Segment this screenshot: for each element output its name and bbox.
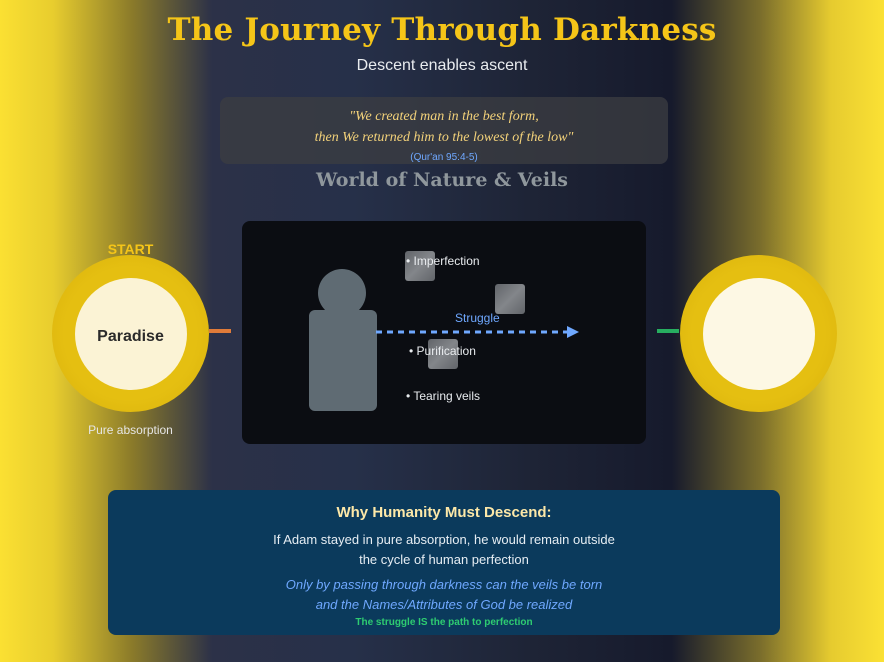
quote-box: "We created man in the best form, then W…	[220, 97, 668, 164]
why-footer: The struggle IS the path to perfection	[355, 617, 533, 628]
page-subtitle: Descent enables ascent	[356, 57, 528, 74]
human-figure	[309, 269, 579, 411]
page-title: The Journey Through Darkness	[167, 12, 717, 48]
why-italic-2: and the Names/Attributes of God be reali…	[315, 597, 573, 612]
veil-square	[495, 284, 525, 314]
paradise-caption: Pure absorption	[88, 423, 173, 437]
quote-reference: (Qur'an 95:4-5)	[410, 152, 478, 163]
start-label: START	[107, 241, 154, 257]
paradise-node: Paradise	[52, 255, 209, 412]
why-line-1: If Adam stayed in pure absorption, he wo…	[273, 532, 615, 547]
nature-veils-box: • Imperfection Struggle • Purification •…	[242, 221, 646, 444]
right-connector	[657, 329, 679, 333]
figure-body	[309, 310, 377, 411]
veil-item-imperfection: • Imperfection	[406, 254, 480, 268]
why-title: Why Humanity Must Descend:	[336, 504, 552, 521]
quote-line-2: then We returned him to the lowest of th…	[314, 130, 574, 145]
figure-head	[318, 269, 366, 317]
veil-square	[428, 339, 458, 369]
veil-item-tearing-veils: • Tearing veils	[406, 389, 481, 403]
struggle-label: Struggle	[455, 311, 500, 325]
why-line-2: the cycle of human perfection	[359, 552, 529, 567]
struggle-arrow-head	[567, 326, 579, 338]
veil-item-purification: • Purification	[409, 344, 476, 358]
veil-square	[405, 251, 435, 281]
left-connector	[209, 329, 231, 333]
paradise-label: Paradise	[97, 327, 164, 345]
destination-node-inner	[702, 277, 815, 390]
quote-line-1: "We created man in the best form,	[349, 109, 539, 124]
why-box: Why Humanity Must Descend: If Adam staye…	[108, 490, 780, 635]
destination-node	[680, 255, 837, 412]
why-italic-1: Only by passing through darkness can the…	[285, 577, 603, 592]
paradise-node-inner: Paradise	[74, 277, 187, 390]
world-title: World of Nature & Veils	[315, 169, 569, 191]
